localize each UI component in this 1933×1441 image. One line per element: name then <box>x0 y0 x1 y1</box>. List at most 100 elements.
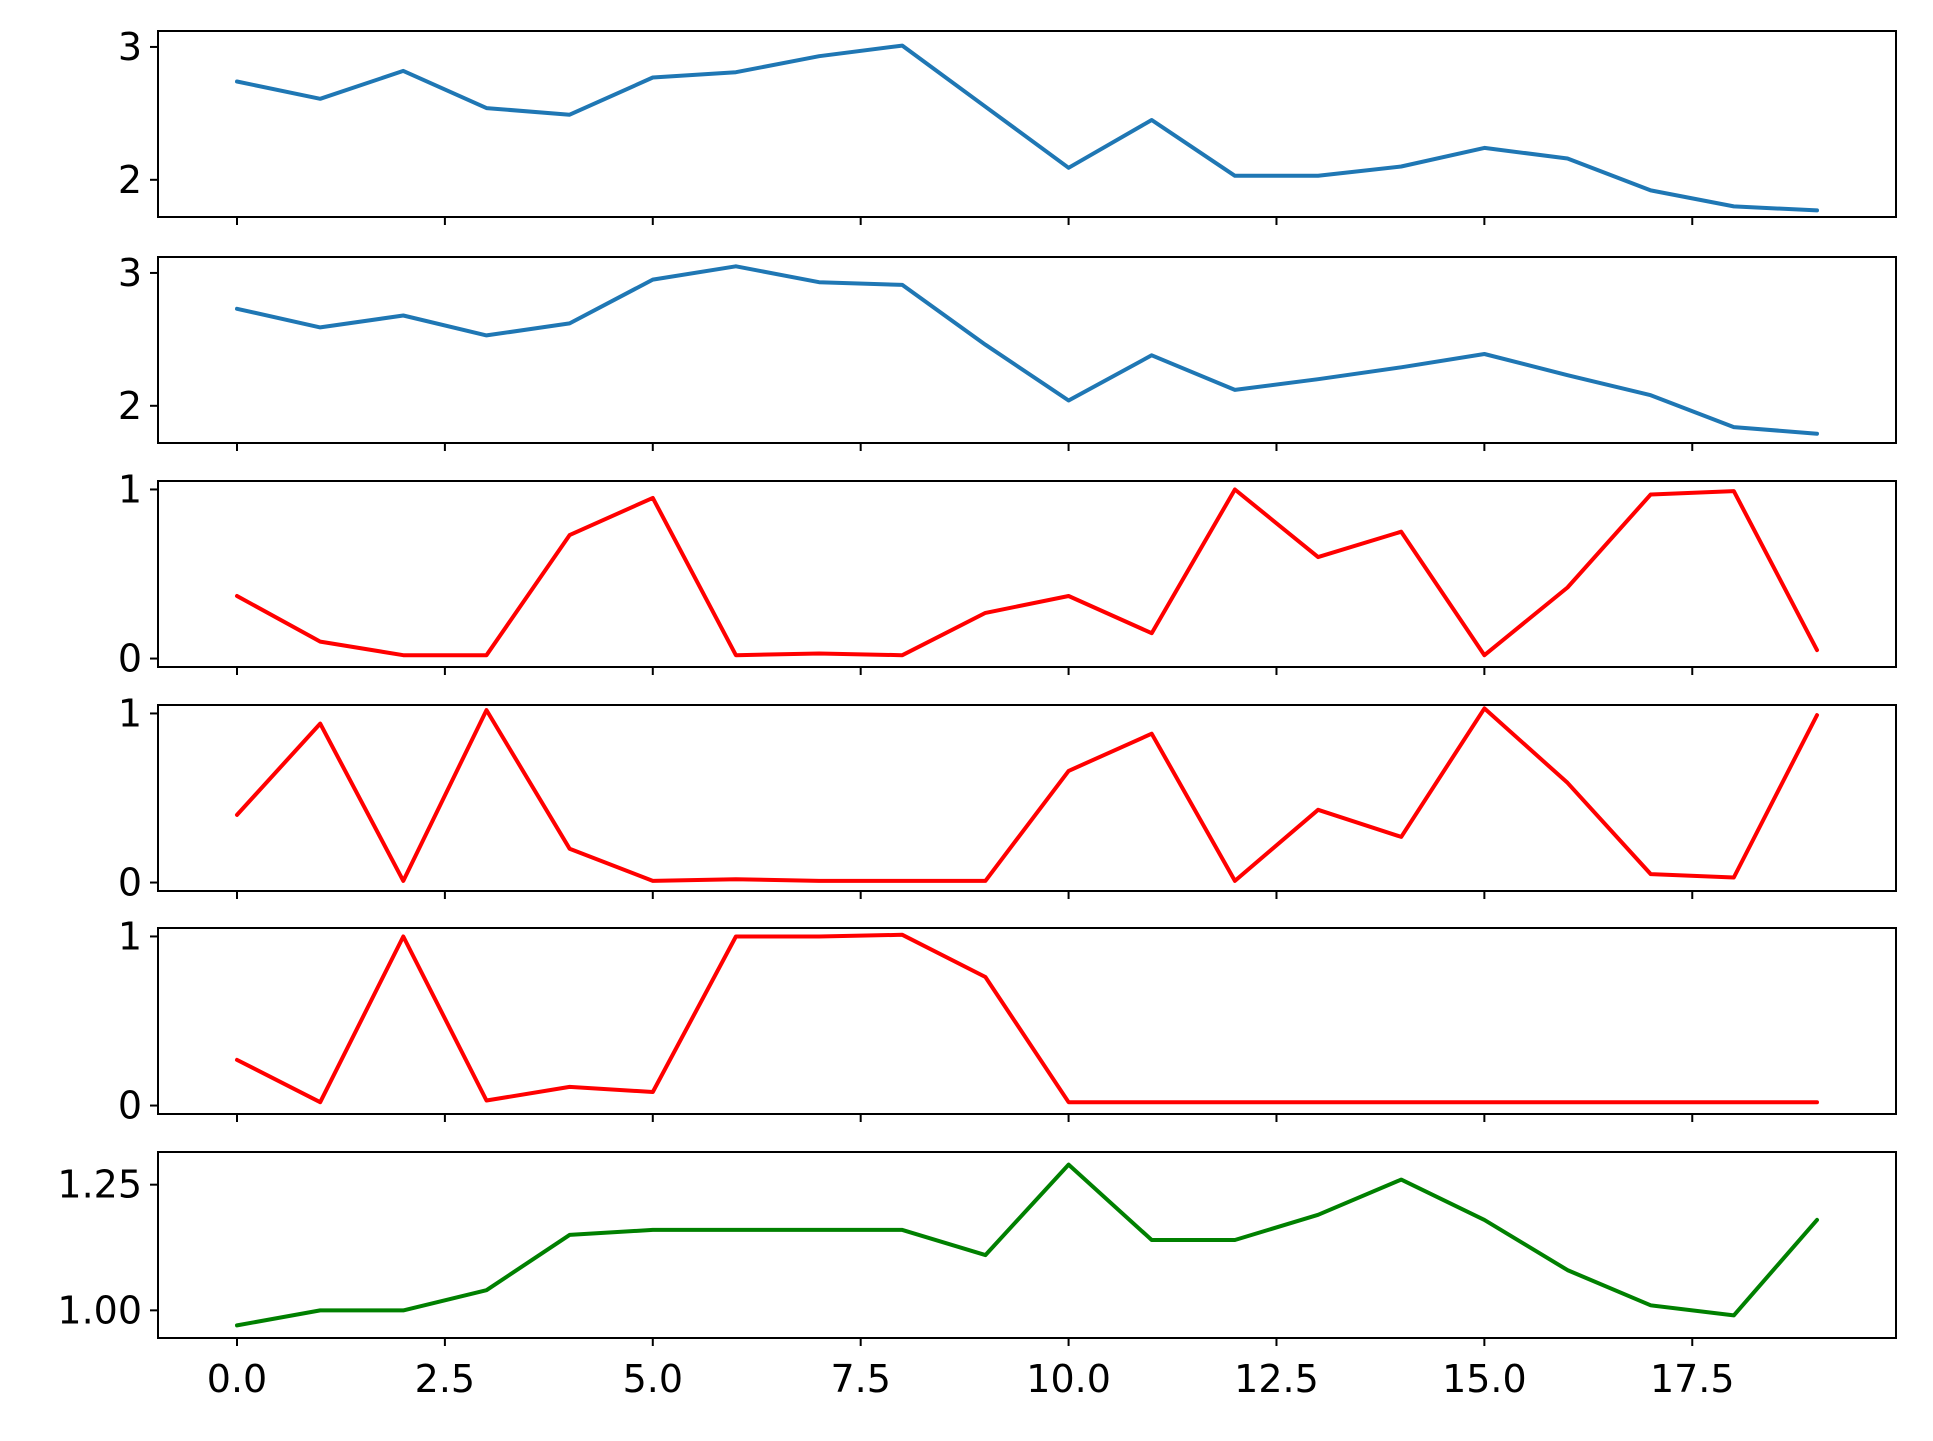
panel-4-data-point <box>1814 712 1820 718</box>
panel-5-data-point <box>1731 1099 1737 1105</box>
panel-4-data-point <box>400 878 406 884</box>
panel-1-data-point <box>400 68 406 74</box>
panel-3-data-point <box>1149 630 1155 636</box>
panel-5-data-point <box>1149 1099 1155 1105</box>
panel-3-data-point <box>816 650 822 656</box>
panel-3-data-point <box>982 610 988 616</box>
panel-1-data-point <box>234 78 240 84</box>
panel-2-ytick-label: 3 <box>118 251 142 295</box>
panel-3-data-point <box>733 652 739 658</box>
panel-1-axes-frame <box>157 30 1897 218</box>
panel-6-data-point <box>733 1227 739 1233</box>
panel-1-data-point <box>1315 173 1321 179</box>
panel-3-data-point <box>483 652 489 658</box>
panel-6-data-point <box>1481 1217 1487 1223</box>
panel-6-data-point <box>1648 1302 1654 1308</box>
panel-3-data-point <box>317 639 323 645</box>
panel-4-data-point <box>1066 768 1072 774</box>
panel-2-data-point <box>1232 387 1238 393</box>
panel-6-data-point <box>816 1227 822 1233</box>
panel-2-data-point <box>899 282 905 288</box>
panel-6-ytick-label: 1.00 <box>57 1288 142 1332</box>
panel-1-data-point <box>899 43 905 49</box>
panel-4-data-point <box>650 878 656 884</box>
panel-2-data-point <box>483 332 489 338</box>
panel-1-data-point <box>317 96 323 102</box>
panel-1-data-point <box>1814 207 1820 213</box>
panel-6-data-point <box>1149 1237 1155 1243</box>
panel-4-axes-frame <box>157 704 1897 892</box>
panel-1-ytick-label: 2 <box>118 158 142 202</box>
panel-3-data-point <box>1315 554 1321 560</box>
panel-6-data-point <box>1731 1312 1737 1318</box>
panel-5-ytick-label: 1 <box>118 914 142 958</box>
panel-2-series-line <box>235 264 1819 436</box>
panel-2-ytick-label: 2 <box>118 384 142 428</box>
panel-5-axes-frame <box>157 927 1897 1115</box>
panel-6-data-point <box>982 1252 988 1258</box>
panel-4-data-point <box>982 878 988 884</box>
panel-3-ytick-label: 1 <box>118 467 142 511</box>
panel-4-data-point <box>1481 705 1487 711</box>
xtick-label: 12.5 <box>1234 1357 1319 1401</box>
panel-4-data-point <box>234 812 240 818</box>
panel-5-data-point <box>733 933 739 939</box>
panel-6-data-point <box>1315 1212 1321 1218</box>
panel-6-data-point <box>1814 1217 1820 1223</box>
panel-3-data-point <box>1398 529 1404 535</box>
panel-2-data-point <box>1398 364 1404 370</box>
panel-1-ytick-label: 3 <box>118 25 142 69</box>
panel-1-data-point <box>1648 187 1654 193</box>
panel-6-axes-frame <box>157 1151 1897 1339</box>
panel-2-data-point <box>1315 376 1321 382</box>
panel-3-series-line <box>235 487 1819 658</box>
panel-1-data-point <box>1232 173 1238 179</box>
panel-5-data-point <box>982 974 988 980</box>
panel-5-data-point <box>1814 1099 1820 1105</box>
panel-5-data-point <box>1066 1099 1072 1105</box>
panel-1-data-point <box>1481 145 1487 151</box>
panel-3-data-point <box>1731 488 1737 494</box>
panel-3-data-point <box>400 652 406 658</box>
panel-5-data-point <box>317 1099 323 1105</box>
panel-5-data-point <box>483 1097 489 1103</box>
panel-4-data-point <box>483 707 489 713</box>
panel-4-data-point <box>1731 874 1737 880</box>
panel-2-data-point <box>733 263 739 269</box>
panel-2-data-point <box>317 324 323 330</box>
panel-6-data-point <box>317 1307 323 1313</box>
panel-2-data-point <box>234 306 240 312</box>
xtick-label: 17.5 <box>1650 1357 1735 1401</box>
panel-6-data-point <box>899 1227 905 1233</box>
panel-1-data-point <box>567 112 573 118</box>
panel-5-series-line <box>235 932 1819 1105</box>
panel-3-data-point <box>567 532 573 538</box>
panel-1-data-point <box>650 75 656 81</box>
panel-6-data-point <box>483 1287 489 1293</box>
panel-3-data-point <box>1066 593 1072 599</box>
panel-6-data-point <box>567 1232 573 1238</box>
panel-1-data-point <box>1149 117 1155 123</box>
panel-3-data-point <box>234 593 240 599</box>
panel-6-data-point <box>1066 1162 1072 1168</box>
panel-3-data-point <box>1814 647 1820 653</box>
panel-3-axes-frame <box>157 480 1897 668</box>
panel-4-series-line <box>235 706 1819 883</box>
panel-4-data-point <box>1315 807 1321 813</box>
panel-6-data-point <box>1565 1267 1571 1273</box>
panel-1-data-point <box>982 104 988 110</box>
panel-5-data-point <box>1315 1099 1321 1105</box>
xtick-label: 5.0 <box>623 1357 683 1401</box>
panel-5-data-point <box>234 1057 240 1063</box>
xtick-label: 0.0 <box>207 1357 267 1401</box>
panel-4-data-point <box>1565 780 1571 786</box>
panel-4-data-point <box>1648 871 1654 877</box>
panel-3-ytick-label: 0 <box>118 637 142 681</box>
panel-2-data-point <box>1565 372 1571 378</box>
panel-4-data-point <box>317 721 323 727</box>
panel-1-data-point <box>1398 164 1404 170</box>
panel-6-data-point <box>1232 1237 1238 1243</box>
panel-2-axes-frame <box>157 256 1897 444</box>
panel-5-data-point <box>567 1084 573 1090</box>
